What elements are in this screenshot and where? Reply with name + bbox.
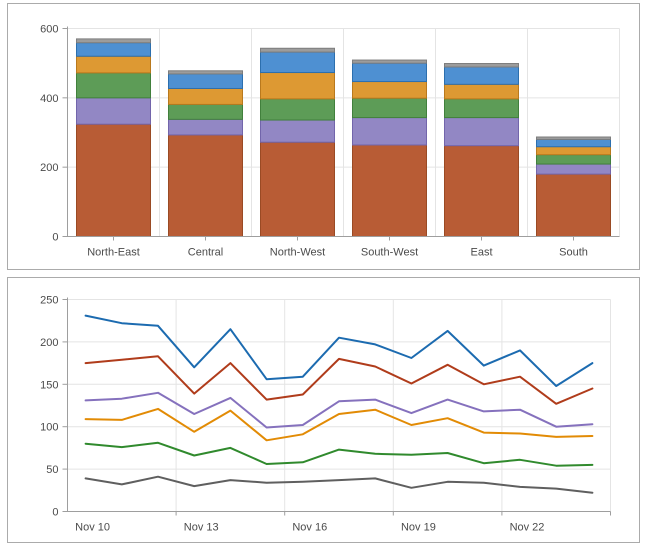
line-chart: 0 50 100 150 200 250 Nov 10 Nov 13 Nov 16 Nov 19 N… bbox=[40, 295, 611, 534]
x-category-label: Central bbox=[188, 247, 223, 259]
x-date-label: Nov 13 bbox=[184, 522, 219, 534]
bar-segment-blue bbox=[536, 138, 611, 148]
y-tick-label: 100 bbox=[40, 422, 58, 434]
x-category-label: South-West bbox=[361, 247, 418, 259]
bar-segment-gray bbox=[168, 70, 243, 75]
bar-segment-green bbox=[444, 98, 519, 119]
bar-segment-green bbox=[76, 72, 151, 99]
y-tick-label: 400 bbox=[40, 93, 58, 105]
bar-segment-gray bbox=[536, 136, 611, 140]
y-tick-label: 0 bbox=[52, 232, 58, 244]
bar-segment-rust bbox=[444, 145, 519, 238]
bar-segment-rust bbox=[76, 123, 151, 237]
bar-segment-purple bbox=[352, 117, 427, 146]
bar-segment-rust bbox=[260, 141, 335, 237]
x-date-label: Nov 16 bbox=[292, 522, 327, 534]
bar-segment-blue bbox=[444, 66, 519, 85]
bar-segment-gray bbox=[260, 47, 335, 53]
bar-segment-blue bbox=[260, 51, 335, 74]
x-category-label: North-West bbox=[270, 247, 325, 259]
line-series-orange bbox=[84, 407, 594, 442]
bar-segment-rust bbox=[168, 134, 243, 237]
x-date-label: Nov 22 bbox=[510, 522, 545, 534]
bar-segment-green bbox=[260, 98, 335, 121]
bar-segment-orange bbox=[352, 81, 427, 99]
bar-segment-rust bbox=[536, 173, 611, 238]
x-date-label: Nov 10 bbox=[75, 522, 110, 534]
stacked-bar-chart-panel: 0 200 400 600 North-East Central North-West Sou… bbox=[7, 3, 640, 270]
bar-segment-blue bbox=[168, 73, 243, 89]
bar-segment-purple bbox=[76, 97, 151, 125]
bar-segment-orange bbox=[536, 146, 611, 156]
y-tick-label: 200 bbox=[40, 337, 58, 349]
bar-segment-purple bbox=[260, 119, 335, 143]
bar-segment-gray bbox=[352, 59, 427, 64]
y-tick-label: 0 bbox=[52, 507, 58, 519]
y-tick-label: 50 bbox=[46, 464, 58, 476]
line-series-blue bbox=[84, 314, 594, 387]
y-tick-label: 600 bbox=[40, 24, 58, 36]
line-series-gray bbox=[84, 475, 594, 494]
line-series-dark-red bbox=[84, 355, 594, 405]
x-category-label: South bbox=[559, 247, 588, 259]
x-category-label: East bbox=[470, 247, 492, 259]
bar-segment-gray bbox=[76, 38, 151, 44]
bar-segment-rust bbox=[352, 144, 427, 237]
bar-segment-purple bbox=[168, 118, 243, 136]
x-date-label: Nov 19 bbox=[401, 522, 436, 534]
x-category-label: North-East bbox=[87, 247, 140, 259]
y-tick-label: 150 bbox=[40, 379, 58, 391]
y-tick-label: 250 bbox=[40, 295, 58, 307]
y-tick-label: 200 bbox=[40, 162, 58, 174]
bar-segment-green bbox=[352, 97, 427, 119]
bar-segment-purple bbox=[536, 163, 611, 175]
bar-segment-green bbox=[168, 103, 243, 120]
stacked-bar-chart: 0 200 400 600 North-East Central North-West Sou… bbox=[40, 24, 620, 259]
bar-segment-orange bbox=[168, 87, 243, 105]
bar-segment-green bbox=[536, 154, 611, 165]
line-series-green bbox=[84, 441, 594, 467]
bar-segment-orange bbox=[260, 72, 335, 100]
bar-segment-orange bbox=[444, 83, 519, 100]
bar-segment-purple bbox=[444, 117, 519, 147]
line-chart-panel: 0 50 100 150 200 250 Nov 10 Nov 13 Nov 16 Nov 19 N… bbox=[7, 277, 640, 543]
line-series-purple bbox=[84, 391, 594, 429]
bar-segment-blue bbox=[352, 62, 427, 83]
bar-segment-gray bbox=[444, 63, 519, 68]
bar-segment-blue bbox=[76, 42, 151, 57]
bar-segment-orange bbox=[76, 55, 151, 74]
